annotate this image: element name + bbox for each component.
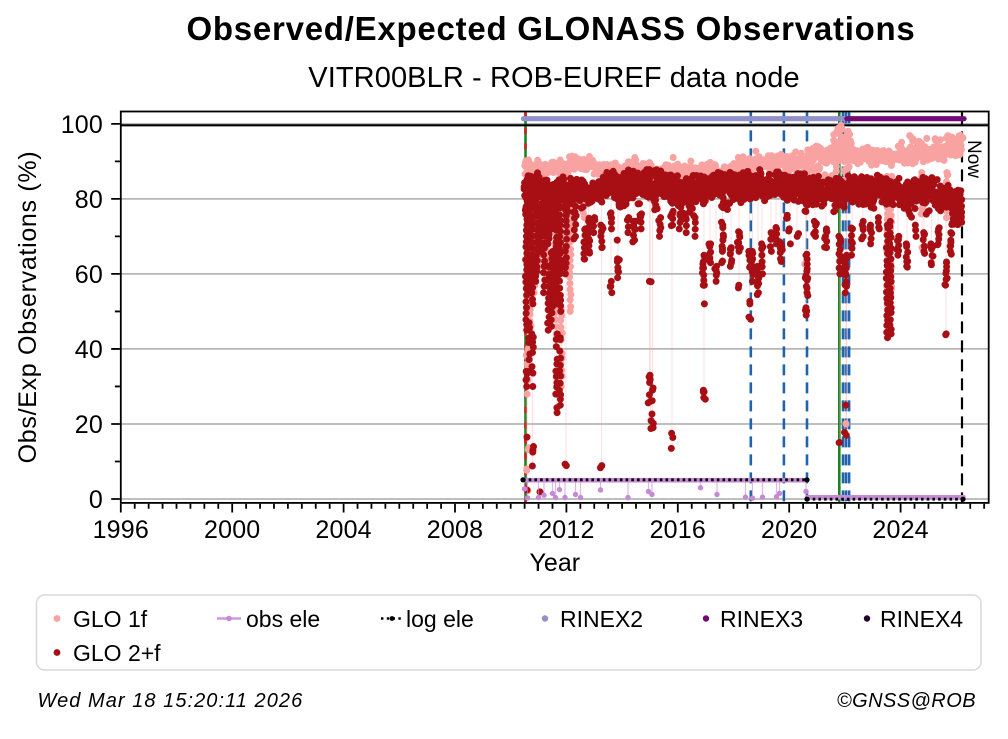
svg-text:80: 80	[75, 186, 103, 214]
svg-text:60: 60	[75, 261, 103, 289]
svg-text:40: 40	[75, 336, 103, 364]
svg-text:GLO 1f: GLO 1f	[73, 606, 148, 632]
svg-text:VITR00BLR - ROB-EUREF data nod: VITR00BLR - ROB-EUREF data node	[308, 62, 799, 94]
svg-text:Now: Now	[963, 140, 984, 178]
svg-text:Observed/Expected GLONASS Obse: Observed/Expected GLONASS Observations	[186, 10, 915, 47]
svg-text:2020: 2020	[761, 516, 817, 544]
svg-text:0: 0	[89, 486, 103, 514]
svg-text:GLO 2+f: GLO 2+f	[73, 640, 161, 666]
svg-text:2012: 2012	[538, 516, 594, 544]
svg-text:1996: 1996	[93, 516, 149, 544]
svg-text:Wed Mar 18 15:20:11 2026: Wed Mar 18 15:20:11 2026	[38, 690, 304, 712]
svg-text:obs ele: obs ele	[246, 606, 320, 632]
svg-text:2004: 2004	[315, 516, 371, 544]
svg-text:RINEX2: RINEX2	[560, 606, 643, 632]
svg-text:RINEX4: RINEX4	[880, 606, 963, 632]
svg-text:Year: Year	[530, 549, 581, 577]
svg-text:2000: 2000	[204, 516, 260, 544]
svg-text:2016: 2016	[650, 516, 706, 544]
svg-text:©GNSS@ROB: ©GNSS@ROB	[837, 690, 976, 712]
svg-text:RINEX3: RINEX3	[720, 606, 803, 632]
svg-text:2024: 2024	[872, 516, 928, 544]
svg-text:100: 100	[61, 111, 103, 139]
svg-text:2008: 2008	[427, 516, 483, 544]
svg-text:log ele: log ele	[406, 606, 474, 632]
svg-text:20: 20	[75, 411, 103, 439]
svg-text:Obs/Exp Observations (%): Obs/Exp Observations (%)	[14, 151, 42, 464]
